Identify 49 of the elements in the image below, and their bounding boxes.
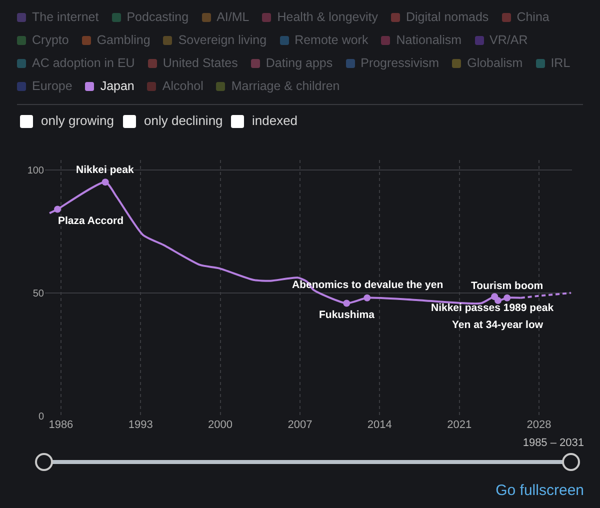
legend-label: Remote work: [294, 33, 368, 47]
y-tick-label: 0: [38, 412, 44, 422]
text: indexed: [252, 113, 298, 128]
x-tick-label: 2028: [526, 419, 552, 431]
point: [494, 297, 502, 304]
legend-label: United States: [162, 56, 238, 70]
legend-label: Health & longevity: [277, 10, 378, 24]
annotation: Nikkei passes 1989 peak: [431, 302, 554, 314]
legend-label: Nationalism: [396, 33, 462, 47]
legend-label: Marriage & children: [231, 79, 340, 93]
x-tick-label: 2000: [208, 419, 233, 431]
annotation: Yen at 34-year low: [452, 319, 544, 331]
legend-label: Japan: [100, 79, 134, 93]
legend-label: Gambling: [96, 33, 150, 47]
point: [54, 206, 62, 213]
annotation: Tourism boom: [471, 280, 544, 292]
text: Go fullscreen: [496, 482, 584, 499]
annotation: Nikkei peak: [76, 164, 134, 176]
x-tick-label: 2021: [447, 419, 472, 431]
x-tick-label: 1993: [128, 419, 153, 431]
legend-label: Europe: [32, 79, 72, 93]
legend-label: IRL: [550, 56, 570, 70]
y-tick-label: 100: [27, 165, 44, 176]
point: [343, 300, 350, 307]
x-tick-label: 2007: [288, 419, 312, 431]
text: only growing: [41, 113, 114, 128]
point: [364, 294, 371, 302]
legend-label: Podcasting: [126, 10, 189, 24]
legend-label: Crypto: [32, 33, 69, 47]
text: 1985 – 2031: [522, 437, 584, 449]
legend-label: Digital nomads: [406, 10, 489, 24]
legend-label: VR/AR: [490, 33, 528, 47]
point: [504, 294, 511, 302]
point: [102, 178, 109, 186]
legend-label: AC adoption in EU: [32, 56, 135, 70]
x-tick-label: 1986: [48, 419, 74, 431]
x-tick-label: 2014: [367, 419, 392, 431]
annotation: Fukushima: [319, 309, 375, 321]
legend-label: Sovereign living: [178, 33, 267, 47]
legend-label: Dating apps: [266, 56, 333, 70]
annotation: Plaza Accord: [58, 215, 124, 227]
legend-label: Alcohol: [162, 79, 204, 93]
text: only declining: [144, 113, 223, 128]
y-tick-label: 50: [32, 288, 44, 300]
legend-label: The internet: [32, 10, 99, 24]
legend-label: Progressivism: [360, 56, 440, 70]
legend-label: Globalism: [467, 56, 523, 70]
legend-label: AI/ML: [216, 10, 250, 24]
legend-label: China: [516, 10, 550, 24]
